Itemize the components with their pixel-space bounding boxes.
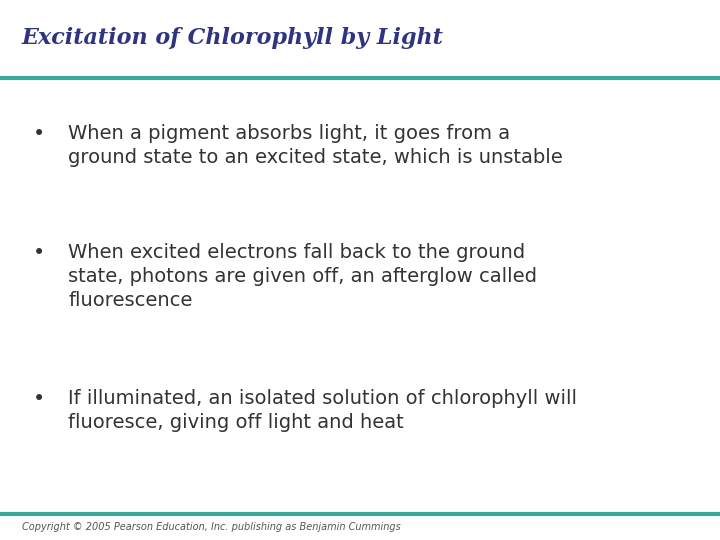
Text: When excited electrons fall back to the ground
state, photons are given off, an : When excited electrons fall back to the …: [68, 243, 537, 310]
Text: •: •: [32, 124, 45, 144]
Text: •: •: [32, 389, 45, 409]
Text: Copyright © 2005 Pearson Education, Inc. publishing as Benjamin Cummings: Copyright © 2005 Pearson Education, Inc.…: [22, 522, 400, 532]
Text: Excitation of Chlorophyll by Light: Excitation of Chlorophyll by Light: [22, 27, 444, 49]
Text: If illuminated, an isolated solution of chlorophyll will
fluoresce, giving off l: If illuminated, an isolated solution of …: [68, 389, 577, 432]
Text: •: •: [32, 243, 45, 263]
Text: When a pigment absorbs light, it goes from a
ground state to an excited state, w: When a pigment absorbs light, it goes fr…: [68, 124, 563, 167]
